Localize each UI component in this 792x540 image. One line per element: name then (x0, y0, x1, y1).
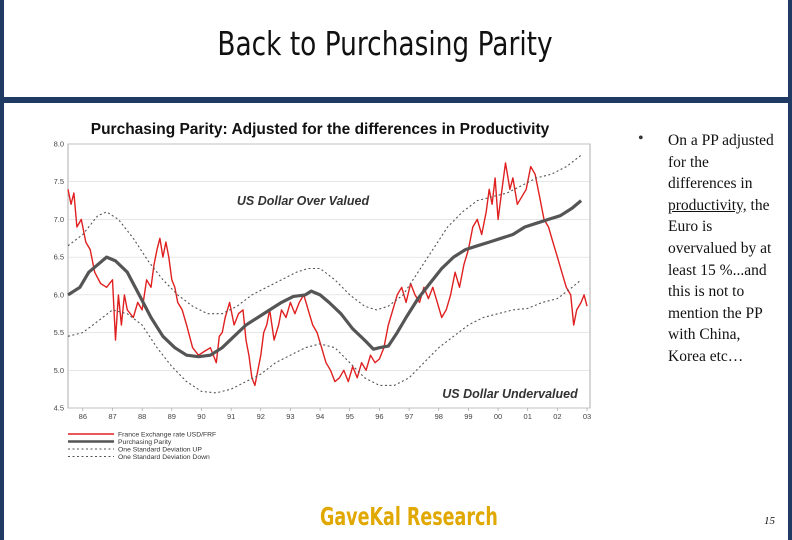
left-tick-label: 5.5 (54, 328, 64, 337)
x-tick-label: 01 (524, 412, 532, 421)
chart-title: Purchasing Parity: Adjusted for the diff… (91, 121, 550, 138)
left-axis-ticks: 8.0 7.5 7.0 6.5 6.0 5.5 5.0 4.5 (54, 140, 64, 413)
series-line-0 (67, 162, 588, 387)
chart: Purchasing Parity: Adjusted for the diff… (54, 121, 592, 461)
left-tick-label: 4.5 (54, 404, 64, 413)
x-tick-label: 86 (79, 412, 87, 421)
x-tick-label: 91 (227, 412, 235, 421)
brand-logo: GaveKal Research (320, 502, 498, 531)
title-divider (0, 97, 792, 103)
x-tick-label: 98 (435, 412, 443, 421)
frame-right-border (788, 0, 792, 540)
series-line-1 (67, 199, 583, 359)
left-tick-label: 6.0 (54, 290, 64, 299)
x-tick-label: 03 (583, 412, 591, 421)
bullet-text-after: the Euro is overvalued by at least 15 %.… (668, 196, 772, 365)
legend-label-2: One Standard Deviation UP (118, 447, 202, 454)
bullet-text-underlined: productivity, (668, 196, 747, 214)
x-tick-label: 99 (464, 412, 472, 421)
x-tick-label: 88 (138, 412, 146, 421)
x-tick-label: 89 (168, 412, 176, 421)
legend-label-3: One Standard Deviation Down (118, 454, 210, 461)
left-tick-label: 6.5 (54, 253, 64, 262)
x-tick-label: 97 (405, 412, 413, 421)
frame-left-border (0, 0, 4, 540)
bullet-text-before: On a PP adjusted for the differences in (668, 132, 774, 193)
left-tick-label: 8.0 (54, 140, 64, 149)
left-tick-label: 5.0 (54, 366, 64, 375)
page-number: 15 (764, 515, 775, 527)
legend-label-1: Purchasing Parity (118, 439, 172, 446)
x-tick-label: 96 (375, 412, 383, 421)
bullet-marker: • (638, 130, 644, 147)
bullet-panel: • On a PP adjusted for the differences i… (638, 130, 778, 368)
left-tick-label: 7.5 (54, 177, 64, 186)
x-tick-label: 93 (286, 412, 294, 421)
x-tick-label: 02 (553, 412, 561, 421)
annotation-undervalued: US Dollar Undervalued (442, 387, 578, 401)
left-tick-label: 7.0 (54, 215, 64, 224)
series-line-3 (67, 279, 582, 394)
slide-title: Back to Purchasing Parity (217, 24, 553, 63)
x-tick-label: 94 (316, 412, 324, 421)
x-axis-ticks: 86 87 88 89 90 91 92 93 94 95 96 97 98 99 00 01 02 03 (79, 408, 591, 421)
annotation-overvalued: US Dollar Over Valued (237, 194, 370, 208)
x-tick-label: 92 (257, 412, 265, 421)
x-tick-label: 87 (108, 412, 116, 421)
bullet-text: On a PP adjusted for the differences in … (668, 130, 778, 368)
x-tick-label: 95 (346, 412, 354, 421)
chart-series (67, 154, 588, 394)
x-tick-label: 90 (197, 412, 205, 421)
legend-label-0: France Exchange rate USD/FRF (118, 432, 216, 439)
series-line-2 (67, 154, 582, 315)
x-tick-label: 00 (494, 412, 502, 421)
